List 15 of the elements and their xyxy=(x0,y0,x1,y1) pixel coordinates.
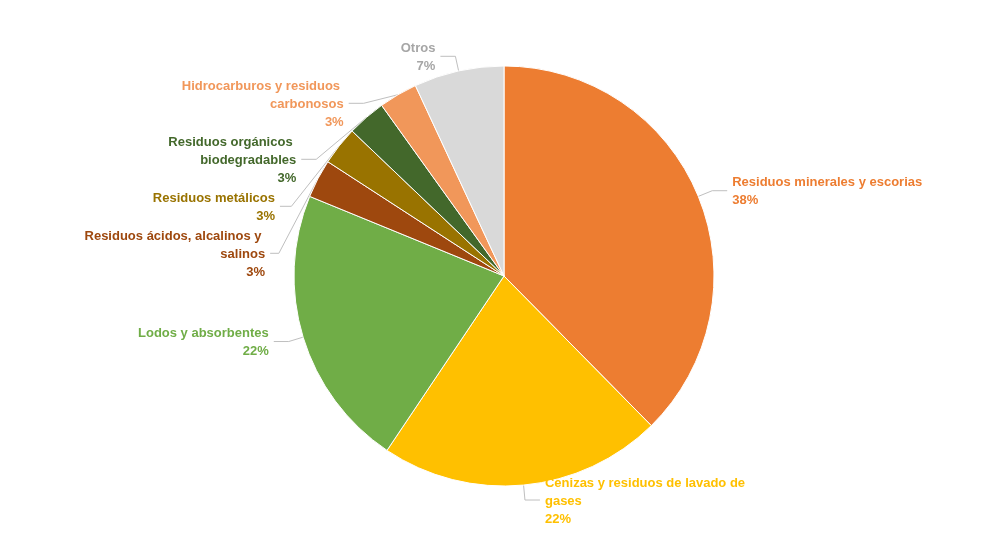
slice-label: Residuos ácidos, alcalinos y salinos xyxy=(84,227,266,261)
slice-label: Residuos metálicos xyxy=(152,189,275,205)
data-label: 3% xyxy=(324,113,345,129)
data-label: 3% xyxy=(256,207,276,223)
slice-label: Residuos minerales y escorias xyxy=(732,174,923,190)
data-label: 3% xyxy=(277,169,297,185)
data-label: 3% xyxy=(246,263,266,279)
slice-label: Lodos y absorbentes xyxy=(138,325,269,341)
slice-label: Hidrocarburos y residuos carbonosos xyxy=(181,77,344,111)
slice-label: Otros xyxy=(400,39,436,55)
data-label: 22% xyxy=(242,343,270,359)
slice-label: Residuos orgánicos biodegradables xyxy=(168,133,297,167)
data-label: 7% xyxy=(416,57,436,73)
data-label: 22% xyxy=(544,510,572,526)
data-label: 38% xyxy=(732,192,759,208)
